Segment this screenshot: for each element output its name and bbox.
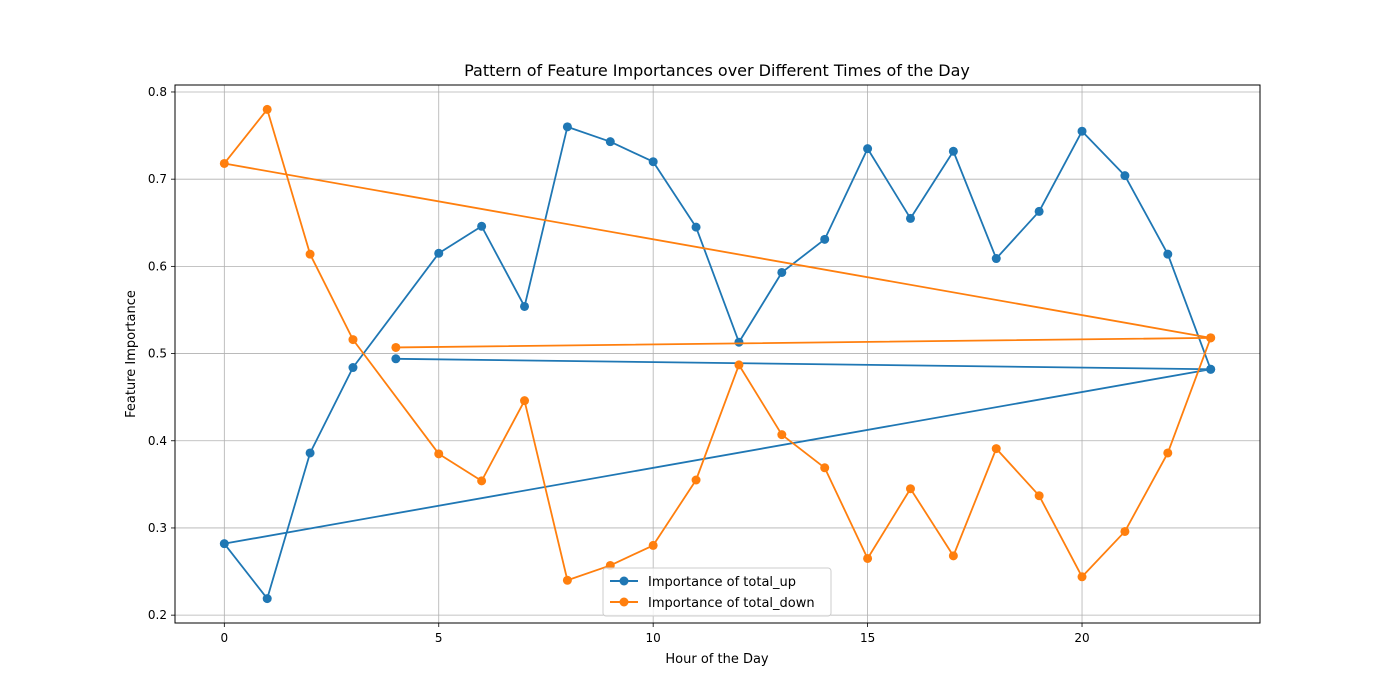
series-0-point-12 [691,222,701,232]
series-0-point-2 [219,539,229,549]
series-0-point-15 [820,234,830,244]
series-0-point-6 [434,248,444,258]
series-1-point-7 [477,476,487,486]
series-1-point-8 [520,396,530,406]
series-1-point-23 [1163,448,1173,458]
series-1-point-12 [691,475,701,485]
series-1-point-9 [562,575,572,585]
series-0-point-13 [734,337,744,347]
y-tick-label-6: 0.8 [148,85,167,99]
series-1-point-15 [820,463,830,473]
y-axis-ticks: 0.2 0.3 0.4 0.5 0.6 0.7 0.8 [148,85,175,622]
y-tick-label-2: 0.4 [148,434,167,448]
series-1-point-0 [391,342,401,352]
legend-entry-total-up: Importance of total_up [610,575,796,590]
series-1-point-2 [219,158,229,168]
series-1-point-6 [434,449,444,459]
series-0-point-21 [1077,126,1087,136]
series-1-point-18 [948,551,958,561]
legend: Importance of total_up Importance of tot… [602,567,832,617]
series-1-point-16 [863,553,873,563]
x-tick-label-3: 15 [860,631,875,645]
series-1-point-17 [905,484,915,494]
series-0-point-24 [1206,364,1216,374]
series-0-point-4 [305,448,315,458]
y-tick-label-5: 0.7 [148,172,167,186]
series-0-point-14 [777,267,787,277]
legend-entry-total-down: Importance of total_down [610,596,815,611]
series-0-point-22 [1120,171,1130,181]
x-tick-label-4: 20 [1074,631,1089,645]
series-0-point-9 [562,122,572,132]
series-1-point-21 [1077,572,1087,582]
y-axis-label: Feature Importance [124,290,139,418]
series-1-point-5 [348,335,358,345]
y-tick-label-3: 0.5 [148,347,167,361]
y-tick-label-1: 0.3 [148,521,167,535]
series-1 [219,104,1216,585]
series-1-point-22 [1120,526,1130,536]
series-1-point-3 [262,104,272,114]
x-axis-ticks: 0 5 10 15 20 [220,623,1090,645]
grid [175,85,1260,623]
series-group [219,104,1216,604]
y-tick-label-4: 0.6 [148,259,167,273]
x-axis-label: Hour of the Day [665,652,769,667]
series-1-point-24 [1206,333,1216,343]
series-0-point-8 [520,301,530,311]
series-0-point-10 [605,137,615,147]
series-1-point-4 [305,249,315,259]
series-0-point-20 [1034,206,1044,216]
series-0 [219,122,1216,604]
series-0-point-17 [905,213,915,223]
series-0-point-3 [262,594,272,604]
legend-box [602,567,832,617]
series-1-point-19 [991,444,1001,454]
legend-marker-total-up [619,576,629,586]
series-1-point-11 [648,540,658,550]
series-0-point-19 [991,254,1001,264]
chart-title: Pattern of Feature Importances over Diff… [464,61,970,80]
series-0-point-18 [948,146,958,156]
series-1-point-13 [734,360,744,370]
x-tick-label-1: 5 [435,631,443,645]
series-1-point-20 [1034,491,1044,501]
series-0-point-16 [863,144,873,154]
series-0-point-0 [391,354,401,364]
plot-area-frame [174,84,1261,624]
legend-label-total-up: Importance of total_up [648,575,796,590]
series-0-point-7 [477,221,487,231]
x-tick-label-2: 10 [646,631,661,645]
series-0-point-23 [1163,249,1173,259]
legend-label-total-down: Importance of total_down [648,596,815,611]
y-tick-label-0: 0.2 [148,608,167,622]
series-1-point-14 [777,430,787,440]
series-0-point-5 [348,363,358,373]
legend-marker-total-down [619,597,629,607]
x-tick-label-0: 0 [220,631,228,645]
series-0-point-11 [648,157,658,167]
